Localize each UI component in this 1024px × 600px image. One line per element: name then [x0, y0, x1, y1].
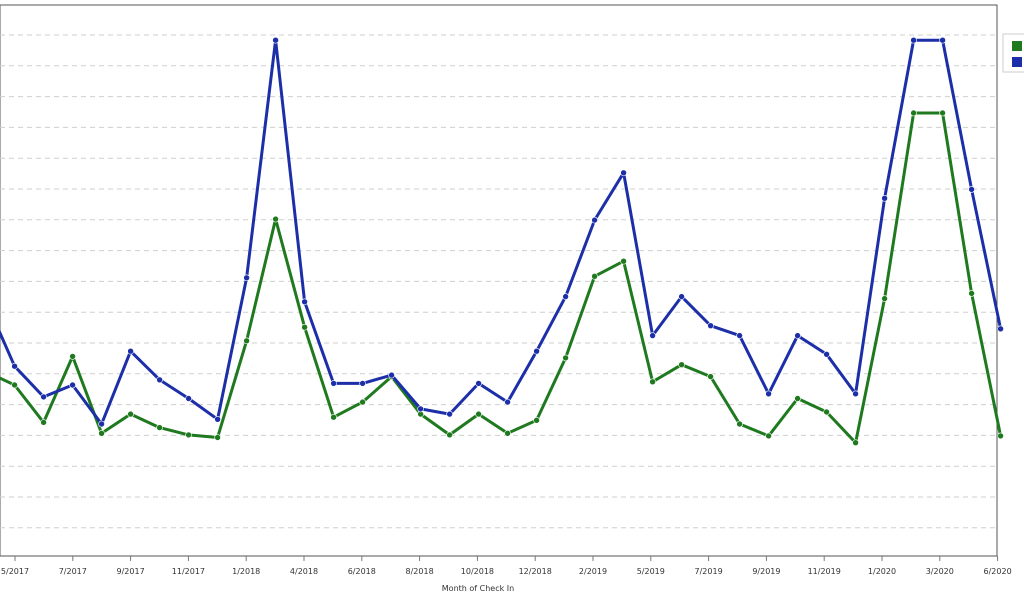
x-tick-label: 12/2018 [519, 567, 552, 576]
data-point[interactable] [881, 295, 888, 302]
data-point[interactable] [243, 274, 250, 282]
x-tick-label: 11/2019 [808, 567, 841, 576]
data-point[interactable] [243, 337, 250, 345]
data-point[interactable] [678, 293, 685, 300]
data-point[interactable] [11, 362, 18, 370]
data-point[interactable] [11, 381, 18, 389]
data-point[interactable] [620, 169, 627, 177]
data-point[interactable] [69, 353, 76, 360]
data-point[interactable] [939, 109, 946, 117]
data-point[interactable] [852, 390, 859, 398]
series-1 [0, 109, 1004, 447]
data-point[interactable] [910, 109, 917, 117]
data-point[interactable] [127, 347, 134, 355]
data-point[interactable] [185, 431, 192, 439]
data-point[interactable] [765, 390, 772, 398]
x-tick-label: 3/2020 [926, 567, 954, 576]
data-point[interactable] [475, 410, 482, 418]
data-point[interactable] [417, 405, 424, 413]
series-2 [0, 36, 1004, 428]
x-axis-title: Month of Check In [442, 584, 514, 593]
data-point[interactable] [40, 393, 47, 401]
x-tick-label: 2/2019 [579, 567, 607, 576]
data-point[interactable] [504, 398, 511, 406]
data-point[interactable] [794, 332, 801, 339]
x-tick-label: 9/2019 [752, 567, 780, 576]
data-point[interactable] [446, 410, 453, 418]
legend-swatch-1 [1012, 41, 1022, 51]
data-point[interactable] [591, 216, 598, 224]
x-tick-label: 9/2017 [117, 567, 145, 576]
x-tick-label: 6/2018 [348, 567, 376, 576]
data-point[interactable] [69, 381, 76, 389]
plot-area [0, 4, 998, 557]
data-point[interactable] [388, 371, 395, 379]
data-point[interactable] [852, 439, 859, 447]
data-point[interactable] [446, 431, 453, 439]
series-2-line [0, 38, 1003, 426]
data-point[interactable] [736, 420, 743, 428]
x-axis-ticks: 5/2017 7/2017 9/2017 11/2017 1/2018 4/2018 6/2… [1, 556, 1012, 576]
data-point[interactable] [649, 378, 656, 386]
data-point[interactable] [185, 395, 192, 402]
data-point[interactable] [968, 290, 975, 297]
data-point[interactable] [533, 416, 540, 424]
legend [1002, 33, 1024, 73]
x-tick-label: 7/2019 [695, 567, 723, 576]
series-1-line [0, 111, 1003, 445]
data-point[interactable] [823, 350, 830, 358]
data-point[interactable] [910, 36, 917, 44]
data-point[interactable] [214, 434, 221, 441]
data-point[interactable] [272, 36, 279, 44]
data-point[interactable] [997, 325, 1004, 333]
x-tick-label: 8/2018 [406, 567, 434, 576]
data-point[interactable] [301, 323, 308, 331]
x-tick-label: 5/2019 [637, 567, 665, 576]
data-point[interactable] [968, 186, 975, 193]
data-point[interactable] [562, 354, 569, 362]
x-tick-label: 10/2018 [461, 567, 494, 576]
data-point[interactable] [127, 410, 134, 418]
x-tick-label: 1/2018 [232, 567, 260, 576]
data-point[interactable] [272, 215, 279, 223]
data-point[interactable] [214, 415, 221, 423]
data-point[interactable] [359, 380, 366, 387]
data-point[interactable] [98, 420, 105, 428]
data-point[interactable] [533, 347, 540, 355]
data-point[interactable] [40, 419, 47, 426]
x-tick-label: 11/2017 [172, 567, 205, 576]
data-point[interactable] [156, 376, 163, 384]
data-point[interactable] [330, 380, 337, 387]
x-tick-label: 6/2020 [984, 567, 1012, 576]
data-point[interactable] [475, 380, 482, 387]
data-point[interactable] [649, 332, 656, 339]
series-layer [0, 36, 1004, 447]
data-point[interactable] [707, 322, 714, 330]
data-point[interactable] [678, 361, 685, 369]
data-point[interactable] [881, 195, 888, 202]
data-point[interactable] [620, 257, 627, 265]
x-tick-label: 4/2018 [290, 567, 318, 576]
data-point[interactable] [330, 413, 337, 421]
data-point[interactable] [736, 332, 743, 339]
data-point[interactable] [562, 293, 569, 300]
data-point[interactable] [794, 395, 801, 402]
data-point[interactable] [301, 298, 308, 306]
data-point[interactable] [156, 424, 163, 431]
data-point[interactable] [591, 272, 598, 280]
data-point[interactable] [939, 36, 946, 44]
data-point[interactable] [823, 408, 830, 416]
data-point[interactable] [98, 429, 105, 437]
data-point[interactable] [504, 429, 511, 437]
data-point[interactable] [765, 432, 772, 440]
legend-swatch-2 [1012, 57, 1022, 67]
gridlines [0, 34, 997, 529]
x-tick-label: 7/2017 [59, 567, 87, 576]
x-tick-label: 1/2020 [868, 567, 896, 576]
data-point[interactable] [359, 398, 366, 406]
data-point[interactable] [707, 373, 714, 380]
x-tick-label: 5/2017 [1, 567, 29, 576]
data-point[interactable] [997, 432, 1004, 440]
